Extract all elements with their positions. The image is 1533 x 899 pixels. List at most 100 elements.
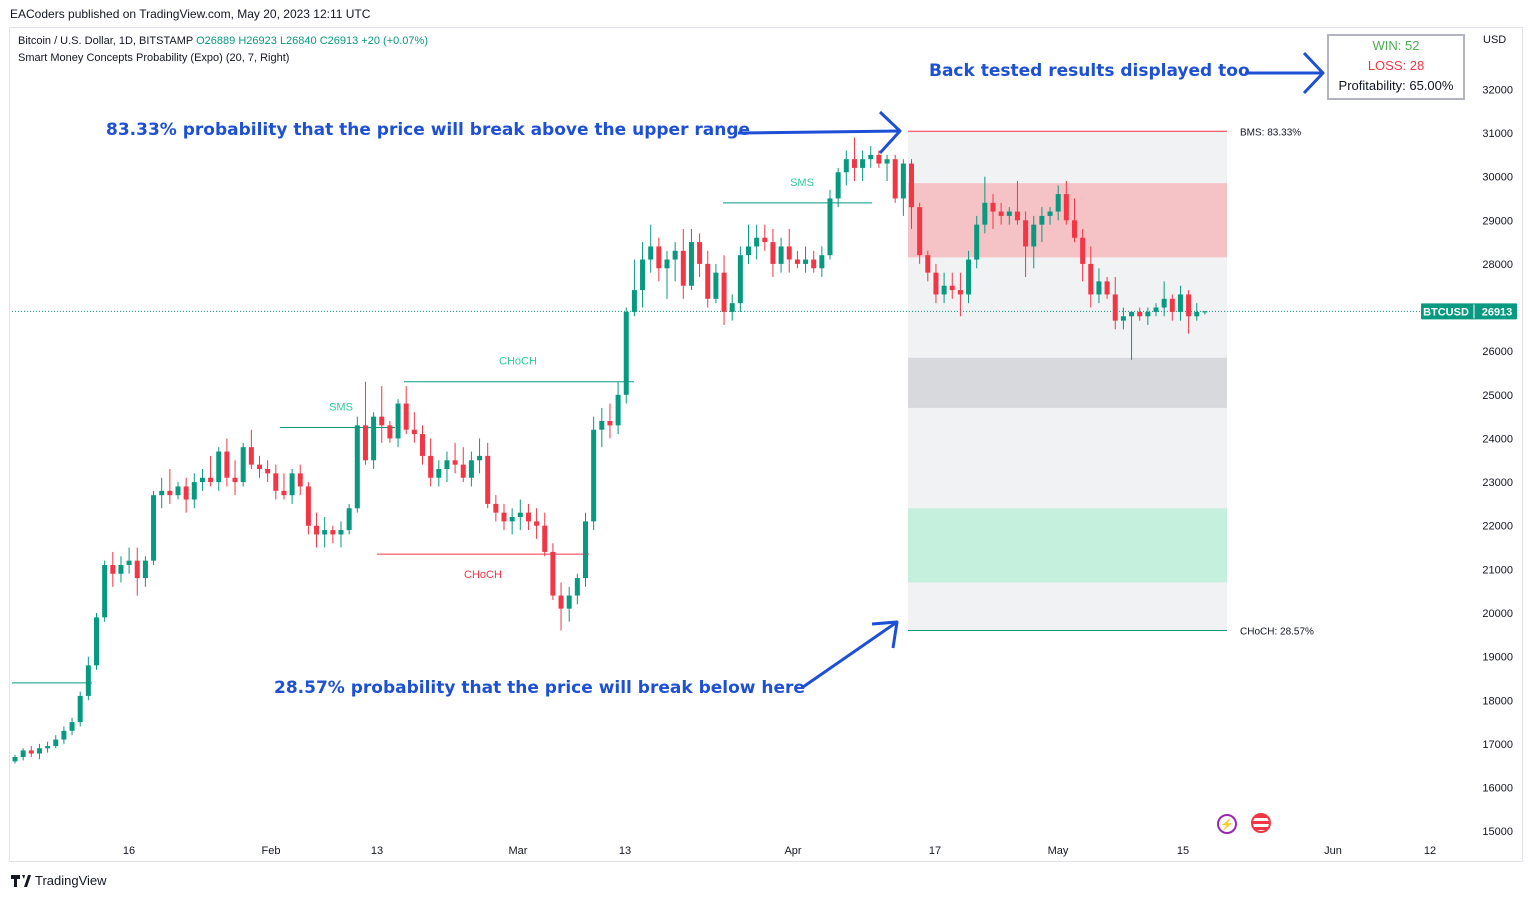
candle-body — [151, 495, 157, 561]
candle-body — [428, 455, 434, 478]
candle-body — [305, 486, 311, 526]
candle-body — [1161, 298, 1167, 308]
candle-body — [623, 311, 629, 395]
candle-body — [1096, 281, 1102, 295]
candle-body — [737, 255, 743, 304]
candle-body — [990, 202, 996, 212]
candle-body — [1186, 294, 1192, 317]
candle-body — [1129, 311, 1135, 317]
price-tag — [1421, 303, 1517, 320]
candle-body — [134, 560, 140, 579]
candle-body — [1047, 211, 1053, 216]
candle-body — [851, 159, 857, 168]
candle-body — [371, 416, 377, 461]
candle-body — [1177, 294, 1183, 312]
candle-body — [925, 255, 931, 273]
candle-body — [1137, 311, 1143, 317]
candle-body — [1145, 311, 1151, 317]
candle-body — [517, 512, 523, 517]
candle-body — [240, 447, 246, 483]
arrow-stats-head — [1302, 51, 1325, 95]
y-tick-label: 15000 — [1482, 826, 1513, 838]
candle-body — [297, 473, 303, 487]
x-tick-label: Jun — [1324, 845, 1342, 857]
candle-body — [591, 429, 597, 522]
candle-body — [868, 154, 874, 160]
symbol-title: Bitcoin / U.S. Dollar, 1D, BITSTAMP — [18, 35, 194, 47]
x-tick-label: Feb — [262, 845, 281, 857]
candle-body — [697, 242, 703, 264]
y-tick-label: 32000 — [1482, 84, 1513, 96]
candle-body — [1055, 194, 1061, 212]
y-tick-label: 19000 — [1482, 652, 1513, 664]
candle-body — [835, 172, 841, 199]
candle-body — [387, 425, 393, 439]
chart-frame[interactable] — [9, 27, 1523, 862]
zone-2 — [908, 508, 1227, 583]
candle-body — [1014, 211, 1020, 221]
candle-body — [721, 272, 727, 312]
candle-body — [485, 455, 491, 504]
candle-body — [974, 224, 980, 260]
candle-body — [1006, 211, 1012, 216]
candle-body — [566, 595, 572, 609]
candle-body — [754, 237, 760, 247]
candle-body — [126, 560, 132, 565]
candle-body — [110, 565, 116, 574]
candle-body — [477, 455, 483, 461]
candle-body — [1169, 298, 1175, 312]
candle-body — [550, 551, 556, 596]
candle-body — [509, 517, 515, 522]
candle-body — [444, 460, 450, 469]
candle-body — [631, 290, 637, 312]
candle-body — [843, 159, 849, 173]
x-tick-label: 15 — [1177, 845, 1189, 857]
candle-body — [583, 521, 588, 579]
candle-body — [12, 757, 18, 762]
candle-body — [1194, 311, 1200, 317]
candle-body — [265, 469, 271, 474]
candle-body — [452, 460, 458, 465]
lightning-icon[interactable]: ⚡ — [1217, 814, 1237, 834]
candle-body — [998, 211, 1004, 216]
candle-body — [957, 290, 963, 295]
y-tick-label: 23000 — [1482, 477, 1513, 489]
candle-body — [85, 665, 91, 696]
candle-body — [314, 525, 320, 535]
candle-body — [1080, 237, 1086, 264]
candle-body — [216, 451, 222, 483]
currency-label: USD — [1483, 34, 1507, 46]
candle-body — [322, 530, 328, 535]
arrow-bottom-shaft — [802, 620, 898, 689]
candle-body — [860, 159, 866, 168]
tradingview-logo[interactable]: TradingView — [11, 873, 107, 888]
level-label-0: BMS: 83.33% — [1240, 127, 1301, 138]
candle-body — [664, 259, 670, 269]
low-value: L26840 — [279, 35, 317, 47]
us-flag-icon[interactable] — [1251, 813, 1271, 833]
candle-body — [257, 464, 262, 469]
x-tick-label: 17 — [929, 845, 941, 857]
candle-body — [811, 259, 817, 269]
candle-body — [558, 595, 564, 609]
candle-body — [656, 246, 662, 269]
annotation-stats: Back tested results displayed too — [929, 61, 1250, 81]
candle-body — [607, 421, 613, 426]
candle-body — [615, 394, 621, 426]
profitability: Profitability: 65.00% — [1338, 78, 1454, 93]
change-value: +20 (+0.07%) — [361, 35, 428, 47]
price-tag-symbol: BTCUSD — [1423, 306, 1469, 318]
high-value: H26923 — [238, 35, 277, 47]
candle-body — [362, 425, 368, 461]
candle-body — [338, 530, 344, 535]
candle-body — [1104, 281, 1110, 295]
candle-body — [330, 530, 336, 535]
x-tick-label: 13 — [371, 845, 383, 857]
candle-body — [273, 473, 279, 491]
candle-body — [28, 750, 34, 754]
candle-body — [672, 250, 678, 260]
candle-body — [436, 469, 442, 478]
y-tick-label: 29000 — [1482, 215, 1513, 227]
candle-body — [574, 578, 580, 596]
